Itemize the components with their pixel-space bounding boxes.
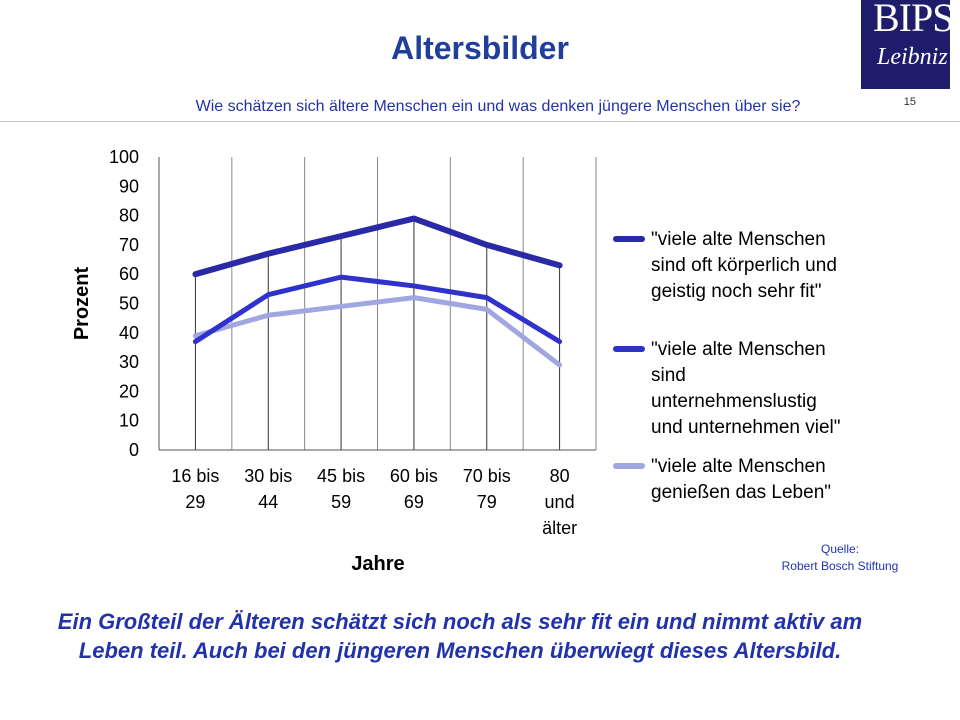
legend-entry-text: sind oft körperlich und xyxy=(651,255,837,276)
series-2-point xyxy=(193,339,198,344)
y-axis-title: Prozent xyxy=(71,266,93,340)
y-tick-label: 90 xyxy=(119,176,139,196)
bips-logo: BIPS Leibniz xyxy=(861,0,950,89)
legend-entry-text: genießen das Leben" xyxy=(651,482,831,503)
series-1-point xyxy=(339,234,344,239)
series-3-point xyxy=(193,333,198,338)
slide-subtitle: Wie schätzen sich ältere Menschen ein un… xyxy=(195,98,801,115)
series-2-point xyxy=(339,275,344,280)
logo-text: BIPS xyxy=(873,0,950,40)
logo-signature: Leibniz xyxy=(877,44,948,70)
x-tick-label: älter xyxy=(542,518,577,538)
y-tick-label: 20 xyxy=(119,381,139,401)
series-line-3 xyxy=(192,295,563,368)
x-tick-label: 70 bis xyxy=(463,466,511,486)
series-2-point xyxy=(266,292,271,297)
y-tick-label: 0 xyxy=(129,440,139,460)
legend-entry-text: sind xyxy=(651,365,686,386)
series-1-point xyxy=(484,242,489,247)
x-tick-label: und xyxy=(545,492,575,512)
x-tick-label: 59 xyxy=(331,492,351,512)
line-chart: 0 10 20 30 40 50 60 70 80 90 100 16 bis 29 30 bis 44 45… xyxy=(71,147,840,575)
slide-title: Altersbilder xyxy=(391,30,569,66)
series-3-point xyxy=(339,304,344,309)
x-tick-label: 79 xyxy=(477,492,497,512)
series-1-point xyxy=(266,251,271,256)
x-tick-label: 44 xyxy=(258,492,278,512)
source-value: Robert Bosch Stiftung xyxy=(781,559,899,573)
x-tick-label: 16 bis xyxy=(171,466,219,486)
series-3-point xyxy=(266,313,271,318)
x-tick-label: 29 xyxy=(185,492,205,512)
y-tick-label: 30 xyxy=(119,352,139,372)
source-note: Quelle: Robert Bosch Stiftung xyxy=(740,541,940,575)
series-line-2 xyxy=(192,274,563,345)
y-tick-label: 10 xyxy=(119,411,139,431)
x-tick-label: 45 bis xyxy=(317,466,365,486)
source-label: Quelle: xyxy=(820,542,860,556)
legend-entry-text: unternehmenslustig xyxy=(651,391,817,412)
legend-entry-text: "viele alte Menschen xyxy=(651,456,826,477)
series-1-point xyxy=(411,216,416,221)
y-tick-label: 100 xyxy=(109,147,139,167)
legend-entry-text: "viele alte Menschen xyxy=(651,339,826,360)
series-2-point xyxy=(557,339,562,344)
series-line-1 xyxy=(192,215,563,278)
x-tick-label: 80 xyxy=(550,466,570,486)
series-3-point xyxy=(557,363,562,368)
x-tick-label: 30 bis xyxy=(244,466,292,486)
series-2-point xyxy=(484,295,489,300)
series-3-point xyxy=(411,295,416,300)
y-tick-label: 70 xyxy=(119,235,139,255)
y-tick-label: 60 xyxy=(119,264,139,284)
legend-entry-text: "viele alte Menschen xyxy=(651,229,826,250)
page-number: 15 xyxy=(903,96,916,108)
x-axis-title: Jahre xyxy=(351,553,404,575)
y-tick-label: 50 xyxy=(119,294,139,314)
x-tick-label: 60 bis xyxy=(390,466,438,486)
series-1-point xyxy=(193,272,198,277)
header-divider xyxy=(0,121,960,122)
y-tick-label: 40 xyxy=(119,323,139,343)
legend-entry-text: geistig noch sehr fit" xyxy=(651,281,821,302)
series-2-point xyxy=(411,283,416,288)
y-tick-label: 80 xyxy=(119,206,139,226)
summary-text: Ein Großteil der Älteren schätzt sich no… xyxy=(57,609,863,663)
series-3-point xyxy=(484,307,489,312)
series-1-point xyxy=(557,263,562,268)
legend-entry-text: und unternehmen viel" xyxy=(651,417,840,438)
x-tick-label: 69 xyxy=(404,492,424,512)
